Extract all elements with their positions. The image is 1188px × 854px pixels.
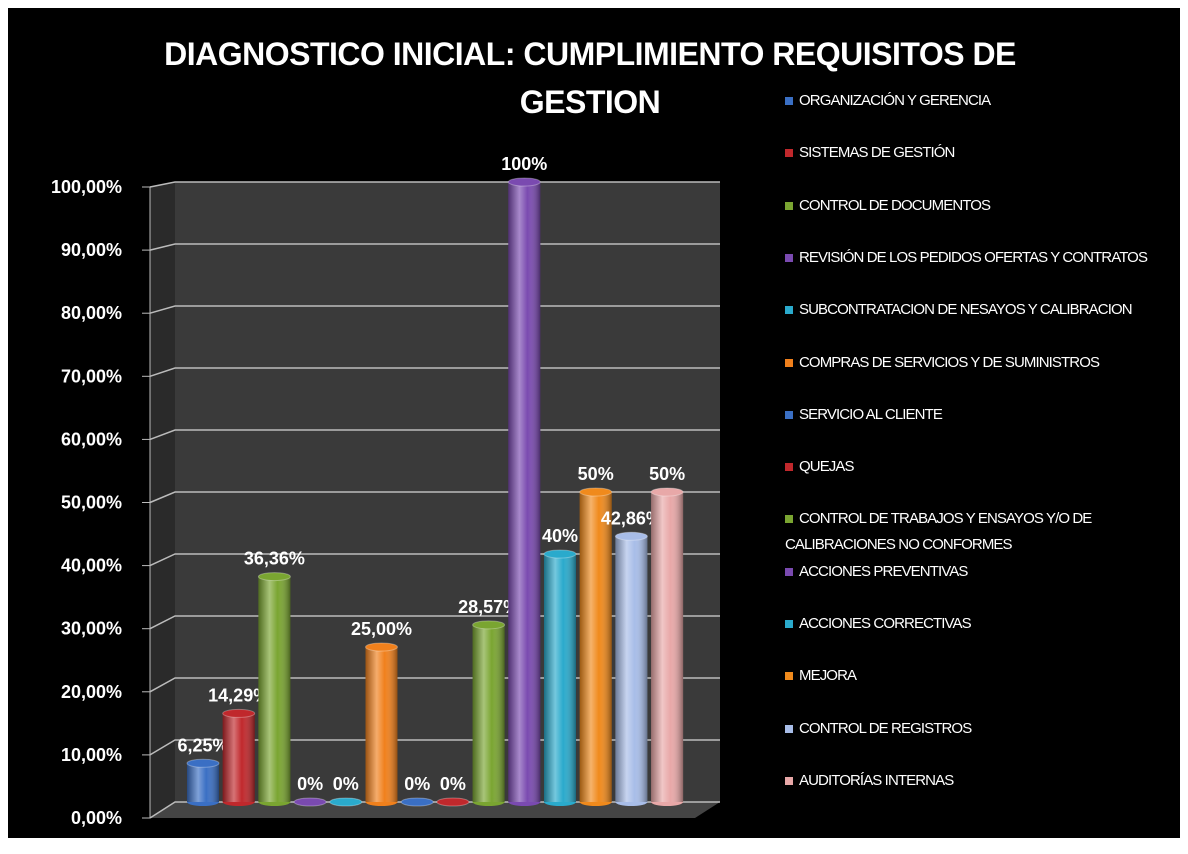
legend-entry: MEJORA xyxy=(785,663,1180,689)
bar-top xyxy=(257,572,291,582)
side-wall xyxy=(150,182,175,818)
data-label: 28,57% xyxy=(458,597,519,617)
legend-label: MEJORA xyxy=(799,667,857,685)
bar-top xyxy=(650,487,684,497)
bar-shine xyxy=(187,763,219,802)
legend-label: SISTEMAS DE GESTIÓN xyxy=(799,144,955,162)
legend-entry: SUBCONTRATACION DE NESAYOS Y CALIBRACION xyxy=(785,297,1180,323)
bar-top xyxy=(400,797,434,807)
legend-swatch xyxy=(785,620,793,629)
bar-shine xyxy=(222,713,255,802)
bar-top xyxy=(365,642,398,652)
data-label: 42,86% xyxy=(601,508,662,528)
bar-top xyxy=(186,758,220,768)
y-tick-label: 10,00% xyxy=(61,745,122,765)
legend-swatch xyxy=(785,463,793,472)
chart-title: DIAGNOSTICO INICIAL: CUMPLIMIENTO REQUIS… xyxy=(164,36,1016,120)
legend-label: CONTROL DE TRABAJOS Y ENSAYOS Y/O DE CAL… xyxy=(785,510,1092,554)
legend-entry: ACCIONES CORRECTIVAS xyxy=(785,611,1180,637)
bar-top xyxy=(614,531,648,541)
bar-top xyxy=(436,797,470,807)
legend-swatch xyxy=(785,776,793,785)
legend-swatch xyxy=(785,97,793,106)
legend-entry: COMPRAS DE SERVICIOS Y DE SUMINISTROS xyxy=(785,350,1180,376)
y-tick-label: 30,00% xyxy=(61,619,122,639)
legend-entry: SERVICIO AL CLIENTE xyxy=(785,402,1180,428)
legend-swatch xyxy=(785,515,793,524)
legend-swatch xyxy=(785,724,793,733)
legend-label: SERVICIO AL CLIENTE xyxy=(799,405,943,423)
y-tick-label: 0,00% xyxy=(71,808,122,828)
bar-shine xyxy=(615,536,648,802)
legend-entry: SISTEMAS DE GESTIÓN xyxy=(785,140,1180,166)
y-tick-label: 80,00% xyxy=(61,303,122,323)
bar-top xyxy=(293,797,327,807)
data-label: 0% xyxy=(404,774,430,794)
y-tick-label: 100,00% xyxy=(51,177,122,197)
data-label: 25,00% xyxy=(351,619,412,639)
legend-entry: ORGANIZACIÓN Y GERENCIA xyxy=(785,88,1180,114)
data-label: 50% xyxy=(649,464,685,484)
legend-label: REVISIÓN DE LOS PEDIDOS OFERTAS Y CONTRA… xyxy=(799,248,1148,266)
legend-label: COMPRAS DE SERVICIOS Y DE SUMINISTROS xyxy=(799,353,1100,371)
legend-label: ACCIONES PREVENTIVAS xyxy=(799,562,968,580)
data-label: 50% xyxy=(578,464,614,484)
y-tick-label: 50,00% xyxy=(61,493,122,513)
legend-swatch xyxy=(785,253,793,262)
data-label: 36,36% xyxy=(244,549,305,569)
bar-top xyxy=(222,708,256,718)
bar-shine xyxy=(365,647,398,802)
legend-swatch xyxy=(785,149,793,158)
data-label: 0% xyxy=(333,774,359,794)
legend-label: QUEJAS xyxy=(799,458,855,476)
legend-label: CONTROL DE DOCUMENTOS xyxy=(799,196,991,214)
bar-top xyxy=(507,177,541,187)
bar-shine xyxy=(508,182,541,802)
data-label: 0% xyxy=(440,774,466,794)
data-label: 0% xyxy=(297,774,323,794)
legend-entry: REVISIÓN DE LOS PEDIDOS OFERTAS Y CONTRA… xyxy=(785,245,1180,271)
y-tick-label: 20,00% xyxy=(61,682,122,702)
floor xyxy=(150,802,720,818)
data-label: 6,25% xyxy=(177,735,228,755)
y-tick-label: 70,00% xyxy=(61,366,122,386)
bar-shine xyxy=(651,492,684,802)
bar-top xyxy=(472,620,506,630)
y-tick-label: 90,00% xyxy=(61,240,122,260)
legend-swatch xyxy=(785,358,793,367)
legend-label: AUDITORÍAS INTERNAS xyxy=(799,771,954,789)
legend-entry: QUEJAS xyxy=(785,454,1180,480)
bar-top xyxy=(543,549,577,559)
legend-label: ACCIONES CORRECTIVAS xyxy=(799,615,972,632)
legend-label: SUBCONTRATACION DE NESAYOS Y CALIBRACION xyxy=(799,301,1133,319)
data-label: 40% xyxy=(542,526,578,546)
legend-entry: CONTROL DE REGISTROS xyxy=(785,716,1180,742)
legend-swatch xyxy=(785,567,793,576)
legend-label: CONTROL DE REGISTROS xyxy=(799,719,972,737)
legend-entry: AUDITORÍAS INTERNAS xyxy=(785,768,1180,794)
bar-shine xyxy=(258,576,291,802)
legend-entry: ACCIONES PREVENTIVAS xyxy=(785,559,1180,585)
legend-swatch xyxy=(785,306,793,315)
bar-shine xyxy=(544,554,576,802)
bar-shine xyxy=(472,624,505,802)
legend-label: ORGANIZACIÓN Y GERENCIA xyxy=(799,92,991,109)
data-label: 14,29% xyxy=(208,685,269,705)
y-tick-label: 40,00% xyxy=(61,556,122,576)
legend-swatch xyxy=(785,410,793,419)
legend-swatch xyxy=(785,201,793,210)
bar-top xyxy=(329,797,363,807)
y-tick-label: 60,00% xyxy=(61,429,122,449)
bar-top xyxy=(579,487,613,497)
legend-entry: CONTROL DE TRABAJOS Y ENSAYOS Y/O DE CAL… xyxy=(785,506,1180,558)
bar-shine xyxy=(579,492,612,802)
data-label: 100% xyxy=(501,154,547,174)
legend-entry: CONTROL DE DOCUMENTOS xyxy=(785,193,1180,219)
legend-swatch xyxy=(785,672,793,681)
